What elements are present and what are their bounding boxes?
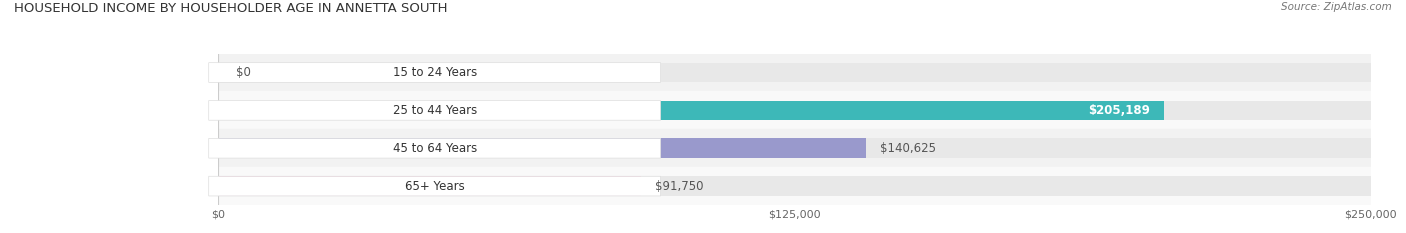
Bar	[218, 101, 1371, 120]
Bar	[218, 129, 1371, 167]
Text: 65+ Years: 65+ Years	[405, 180, 464, 193]
Text: 25 to 44 Years: 25 to 44 Years	[392, 104, 477, 117]
Bar	[218, 167, 1371, 205]
Bar	[218, 138, 1371, 158]
Bar	[218, 101, 1164, 120]
Bar	[218, 176, 1371, 196]
Text: Source: ZipAtlas.com: Source: ZipAtlas.com	[1281, 2, 1392, 12]
Bar	[218, 63, 1371, 82]
Text: $205,189: $205,189	[1088, 104, 1150, 117]
Text: 45 to 64 Years: 45 to 64 Years	[392, 142, 477, 155]
Text: 15 to 24 Years: 15 to 24 Years	[392, 66, 477, 79]
Bar	[218, 54, 1371, 91]
FancyBboxPatch shape	[208, 138, 661, 158]
FancyBboxPatch shape	[208, 63, 661, 82]
Bar	[218, 176, 641, 196]
Text: $140,625: $140,625	[880, 142, 936, 155]
Text: $0: $0	[236, 66, 252, 79]
FancyBboxPatch shape	[208, 101, 661, 120]
Text: HOUSEHOLD INCOME BY HOUSEHOLDER AGE IN ANNETTA SOUTH: HOUSEHOLD INCOME BY HOUSEHOLDER AGE IN A…	[14, 2, 447, 15]
Text: $91,750: $91,750	[655, 180, 703, 193]
Bar	[218, 138, 866, 158]
Bar	[218, 91, 1371, 129]
FancyBboxPatch shape	[208, 176, 661, 196]
